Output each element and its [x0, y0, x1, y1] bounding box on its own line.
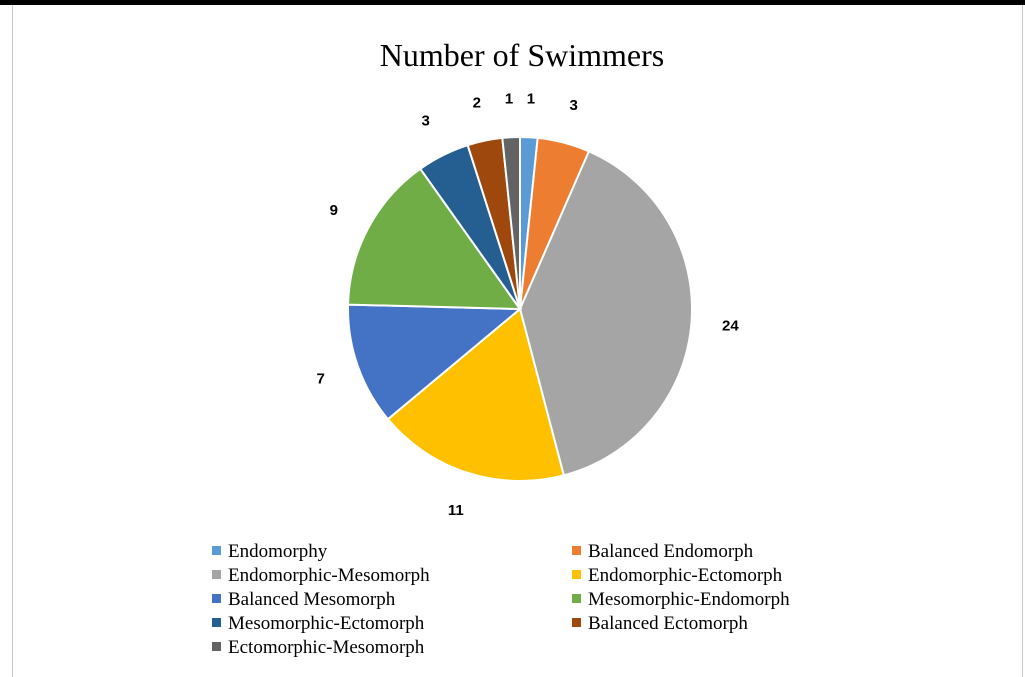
legend-swatch: [212, 546, 221, 555]
legend-item-mesomorphic-ectomorph: Mesomorphic-Ectomorph: [212, 613, 425, 634]
data-labels: 1 3 24 11 7 9 3 2 1: [317, 90, 740, 519]
data-label-mesomorphic-endomorph: 9: [330, 202, 338, 219]
legend-label: Mesomorphic-Ectomorph: [228, 613, 425, 634]
data-label-endomorphic-mesomorph: 24: [722, 317, 739, 334]
data-label-endomorphy: 1: [527, 90, 535, 107]
legend-swatch: [212, 642, 221, 651]
legend-item-balanced-mesomorph: Balanced Mesomorph: [212, 589, 396, 610]
top-border: [0, 0, 1025, 5]
legend-item-mesomorphic-endomorph: Mesomorphic-Endomorph: [572, 589, 790, 610]
legend: Endomorphy Balanced Endomorph Endomorphic-…: [212, 541, 790, 658]
legend-item-endomorphic-ectomorph: Endomorphic-Ectomorph: [572, 565, 783, 586]
legend-swatch: [212, 594, 221, 603]
legend-label: Endomorphic-Mesomorph: [228, 565, 430, 586]
pie-slice-mesomorphic-endomorph: [347, 167, 522, 311]
pie-slice-balanced-mesomorph: [347, 303, 523, 421]
pie-slice-ectomorphic-mesomorph: [501, 135, 521, 310]
pie-slice-endomorphic-ectomorph: [386, 307, 566, 482]
data-label-ectomorphic-mesomorph: 1: [505, 90, 513, 107]
data-label-endomorphic-ectomorph: 11: [448, 502, 464, 519]
legend-label: Mesomorphic-Endomorph: [588, 589, 790, 610]
legend-swatch: [572, 546, 581, 555]
legend-swatch: [212, 570, 221, 579]
legend-item-balanced-endomorph: Balanced Endomorph: [572, 541, 754, 562]
data-label-mesomorphic-ectomorph: 3: [422, 112, 430, 129]
right-border: [1022, 5, 1023, 677]
legend-item-balanced-ectomorph: Balanced Ectomorph: [572, 613, 748, 634]
legend-swatch: [212, 618, 221, 627]
legend-label: Endomorphic-Ectomorph: [588, 565, 783, 586]
data-label-balanced-ectomorph: 2: [473, 95, 481, 112]
data-label-balanced-endomorph: 3: [570, 97, 578, 114]
legend-label: Balanced Mesomorph: [228, 589, 396, 610]
legend-item-ectomorphic-mesomorph: Ectomorphic-Mesomorph: [212, 637, 425, 658]
legend-label: Balanced Endomorph: [588, 541, 754, 562]
legend-label: Ectomorphic-Mesomorph: [228, 637, 425, 658]
legend-label: Balanced Ectomorph: [588, 613, 748, 634]
pie-slice-endomorphic-mesomorph: [518, 150, 693, 477]
legend-swatch: [572, 570, 581, 579]
data-label-balanced-mesomorph: 7: [317, 370, 325, 387]
legend-swatch: [572, 618, 581, 627]
legend-item-endomorphy: Endomorphy: [212, 541, 328, 562]
pie-slices: [347, 135, 693, 482]
chart-title: Number of Swimmers: [380, 37, 664, 73]
left-border: [12, 5, 13, 677]
legend-label: Endomorphy: [228, 541, 328, 562]
legend-swatch: [572, 594, 581, 603]
legend-item-endomorphic-mesomorph: Endomorphic-Mesomorph: [212, 565, 430, 586]
